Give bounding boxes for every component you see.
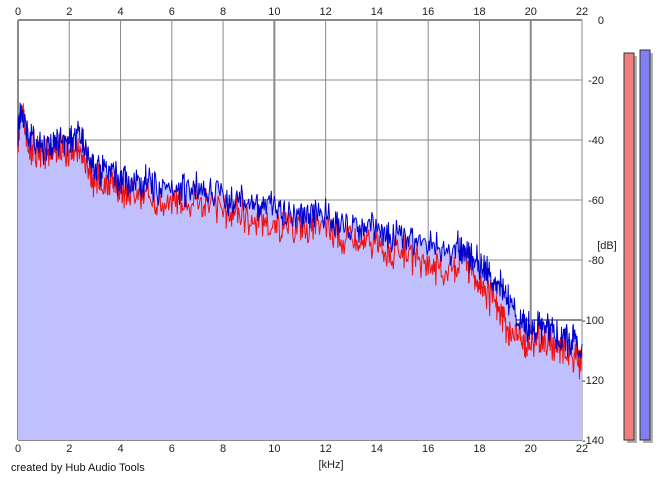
x-tick-label-top: 4: [117, 6, 123, 18]
y-tick-label: -40: [588, 135, 604, 147]
x-tick-label-bottom: 8: [220, 443, 226, 455]
x-tick-label-bottom: 18: [473, 443, 485, 455]
x-tick-label-bottom: 4: [117, 443, 123, 455]
x-tick-label-bottom: 22: [576, 443, 588, 455]
x-tick-label-top: 20: [525, 6, 537, 18]
x-tick-label-top: 0: [15, 6, 21, 18]
x-tick-label-top: 8: [220, 6, 226, 18]
tick-labels: 002244668810101212141416161818202022220-…: [15, 6, 604, 455]
y-tick-label: -100: [582, 315, 604, 327]
credit-text: created by Hub Audio Tools: [11, 462, 145, 474]
x-tick-label-bottom: 16: [422, 443, 434, 455]
area-layer: [18, 102, 582, 440]
y-tick-label: -140: [582, 435, 604, 447]
x-tick-label-top: 6: [169, 6, 175, 18]
y-tick-label: -20: [588, 75, 604, 87]
y-tick-label: -60: [588, 195, 604, 207]
x-tick-label-bottom: 10: [268, 443, 280, 455]
x-tick-label-top: 10: [268, 6, 280, 18]
x-tick-label-bottom: 20: [525, 443, 537, 455]
y-axis-label: [dB]: [597, 240, 617, 252]
meter-right: [639, 49, 651, 441]
x-tick-label-top: 16: [422, 6, 434, 18]
y-tick-label: -120: [582, 375, 604, 387]
x-tick-label-bottom: 12: [320, 443, 332, 455]
x-tick-label-top: 12: [320, 6, 332, 18]
x-tick-label-bottom: 14: [371, 443, 383, 455]
x-tick-label-top: 22: [576, 6, 588, 18]
series-layer: [17, 102, 583, 380]
level-meters: [623, 49, 653, 443]
x-axis-label: [kHz]: [318, 459, 343, 471]
x-tick-label-top: 2: [66, 6, 72, 18]
meter-left: [623, 52, 635, 441]
y-tick-label: -80: [588, 255, 604, 267]
x-tick-label-bottom: 0: [15, 443, 21, 455]
x-tick-label-bottom: 2: [66, 443, 72, 455]
spectrum-fill-area: [18, 102, 582, 440]
series-line-blue: [17, 102, 583, 359]
y-tick-label: 0: [598, 15, 604, 27]
x-tick-label-top: 18: [473, 6, 485, 18]
x-tick-label-bottom: 6: [169, 443, 175, 455]
x-tick-label-top: 14: [371, 6, 383, 18]
